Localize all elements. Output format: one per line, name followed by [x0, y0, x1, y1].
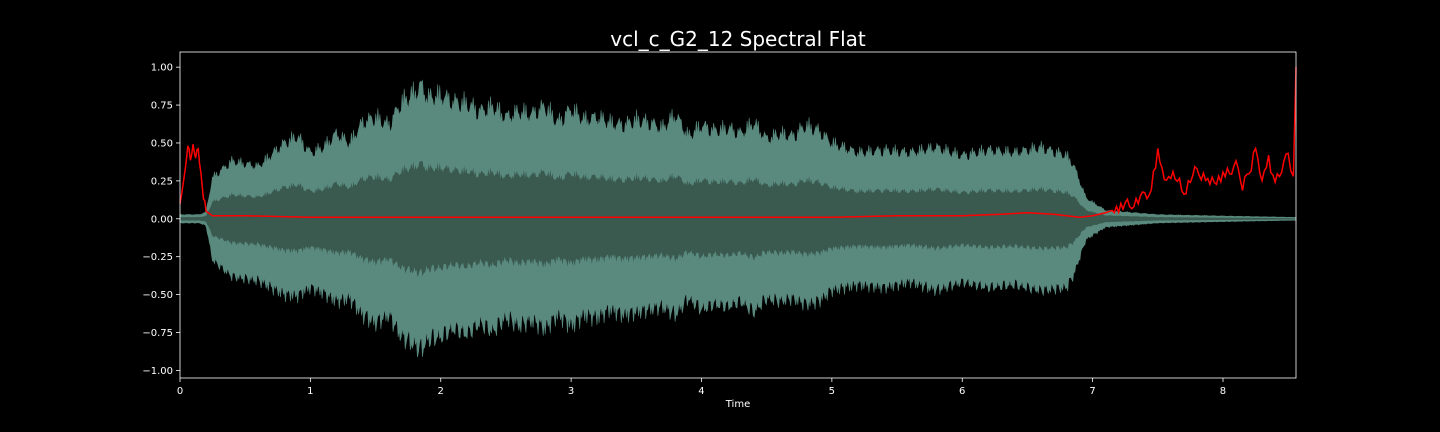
- x-tick-label: 2: [438, 386, 444, 397]
- y-tick-label: 0.00: [151, 214, 173, 225]
- y-tick-label: 1.00: [151, 63, 173, 74]
- x-tick-label: 0: [177, 386, 183, 397]
- x-tick-label: 5: [829, 386, 835, 397]
- x-tick-label: 3: [568, 386, 574, 397]
- x-tick-label: 6: [959, 386, 965, 397]
- y-tick-label: 0.75: [151, 101, 173, 112]
- x-axis: 0 1 2 3 4 5 6 7 8: [177, 378, 1226, 397]
- y-tick-label: 0.25: [151, 176, 173, 187]
- x-tick-label: 7: [1089, 386, 1095, 397]
- chart-title: vcl_c_G2_12 Spectral Flat: [610, 27, 866, 51]
- y-tick-label: 0.50: [151, 138, 173, 149]
- x-tick-label: 4: [698, 386, 704, 397]
- x-tick-label: 8: [1220, 386, 1226, 397]
- x-tick-label: 1: [307, 386, 313, 397]
- y-axis: 1.00 0.75 0.50 0.25 0.00 −0.25 −0.50 −0.75 −1.00: [142, 63, 180, 377]
- waveform-inner-band: [180, 160, 1296, 277]
- plot-area: [179, 51, 1297, 379]
- spectral-flatness-line: [179, 67, 1297, 219]
- y-tick-label: −0.75: [142, 328, 173, 339]
- y-tick-label: −1.00: [142, 366, 173, 377]
- y-tick-label: −0.50: [142, 290, 173, 301]
- plot-frame: [179, 51, 1297, 379]
- y-tick-label: −0.25: [142, 252, 173, 263]
- x-axis-label: Time: [725, 399, 750, 410]
